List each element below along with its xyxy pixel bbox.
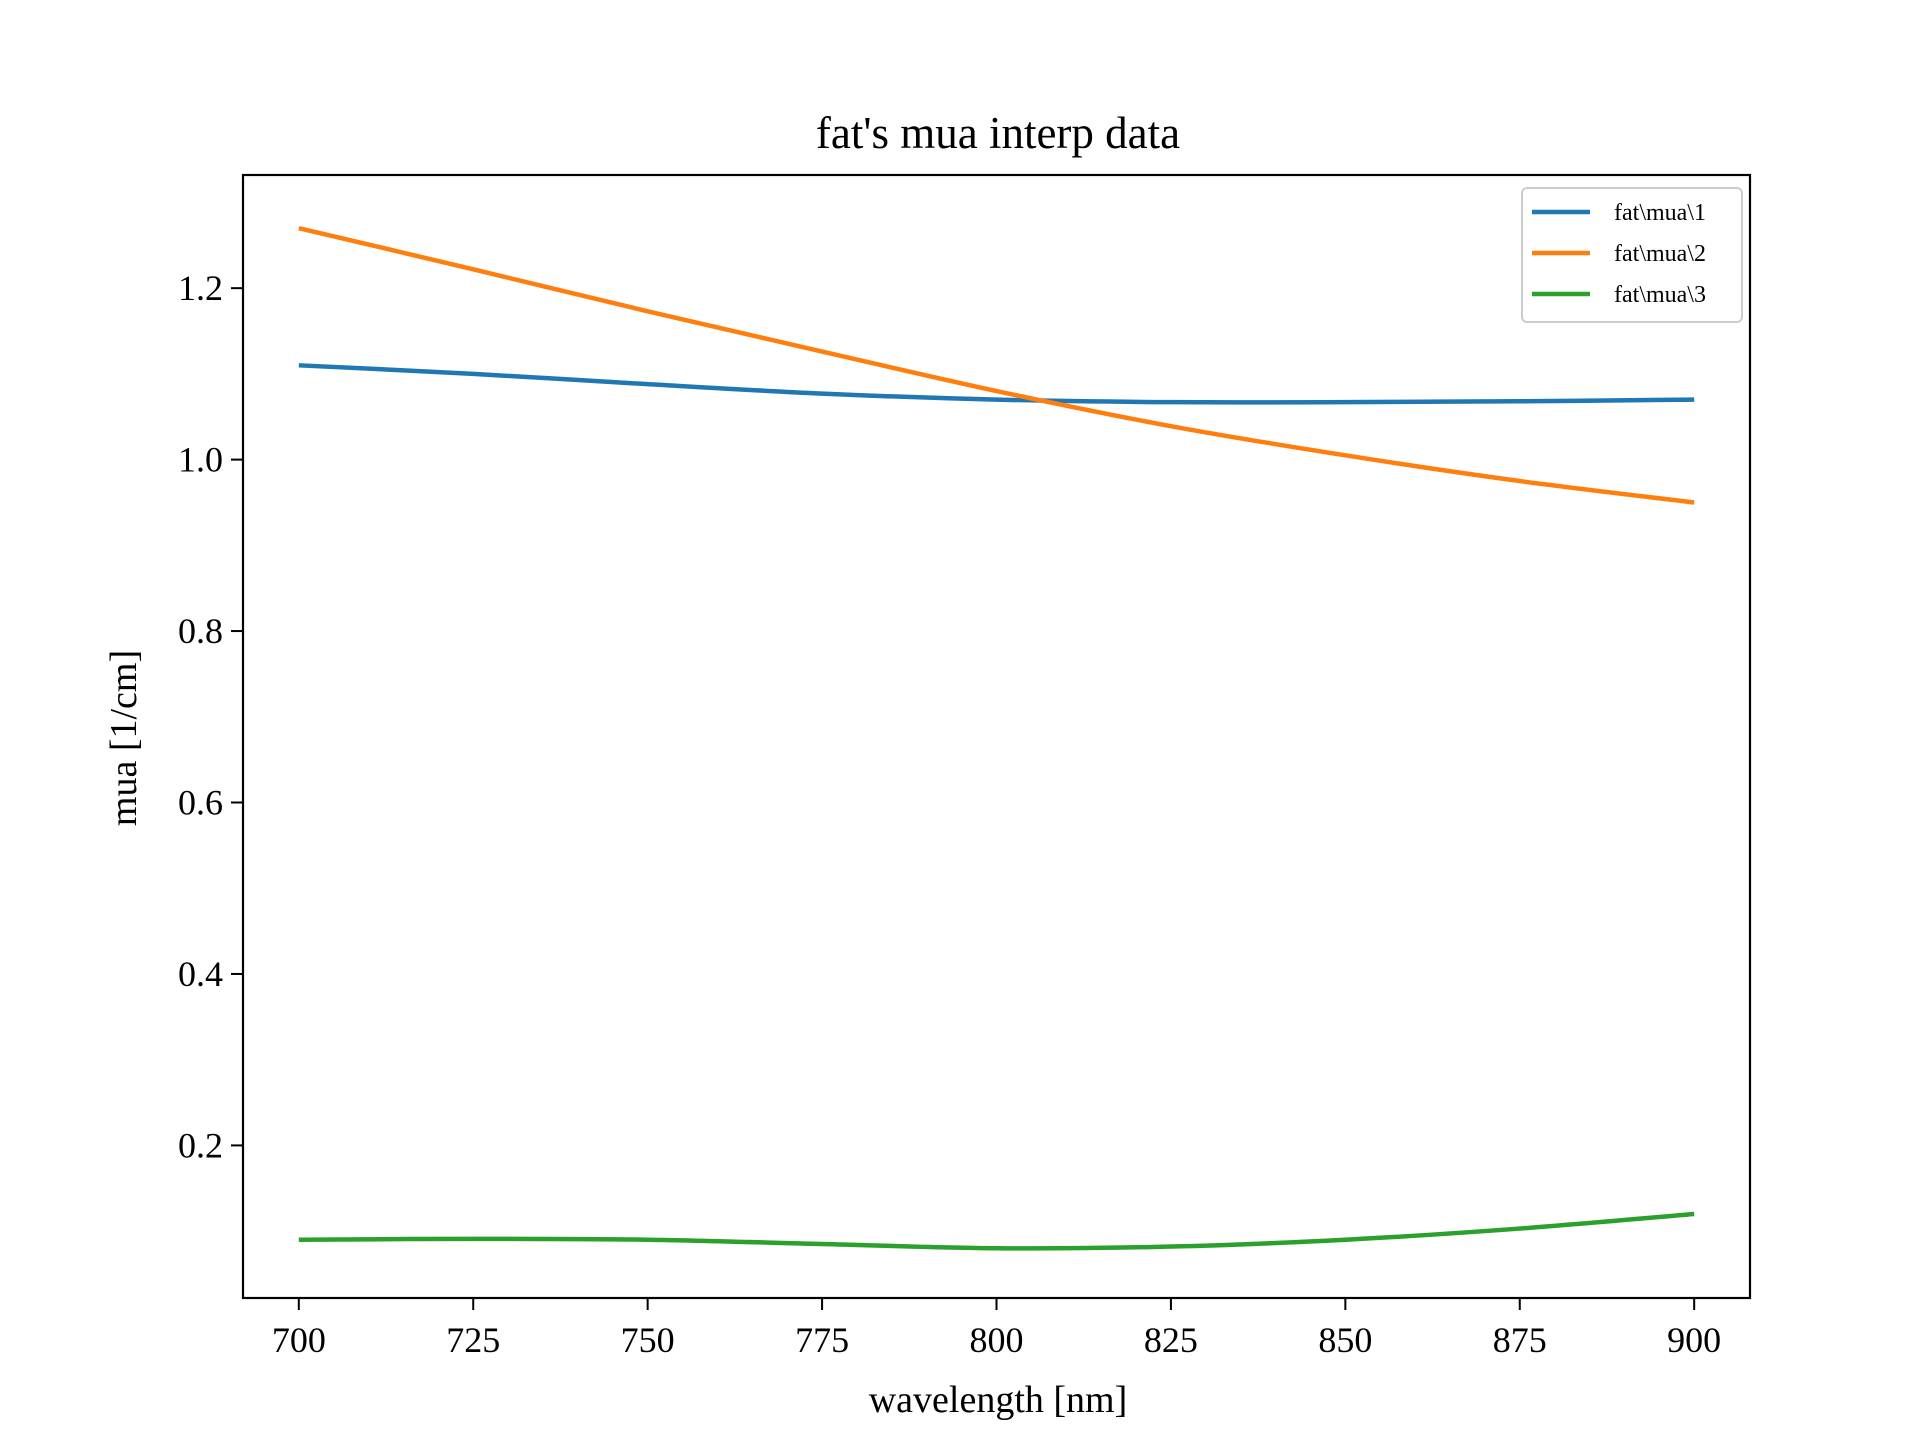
x-tick-label: 800 bbox=[970, 1320, 1024, 1360]
axes-frame bbox=[241, 173, 1752, 1300]
series-line-3 bbox=[298, 1211, 1695, 1251]
y-tick-label: 1.0 bbox=[178, 440, 223, 480]
chart-title: fat's mua interp data bbox=[816, 108, 1180, 158]
x-tick-label: 700 bbox=[272, 1320, 326, 1360]
x-tick-label: 725 bbox=[446, 1320, 500, 1360]
plot-area bbox=[241, 173, 1752, 1300]
y-tick-label: 0.8 bbox=[178, 611, 223, 651]
legend-label: fat\mua\3 bbox=[1614, 282, 1706, 308]
x-tick-label: 900 bbox=[1667, 1320, 1721, 1360]
legend-box bbox=[1521, 187, 1743, 323]
y-tick-label: 1.2 bbox=[178, 268, 223, 308]
x-tick-label: 825 bbox=[1144, 1320, 1198, 1360]
x-tick-label: 775 bbox=[795, 1320, 849, 1360]
y-tick-label: 0.6 bbox=[178, 783, 223, 823]
series-layer bbox=[298, 225, 1695, 1251]
y-axis-label: mua [1/cm] bbox=[103, 650, 145, 826]
series-line-1 bbox=[298, 363, 1695, 405]
x-axis-label: wavelength [nm] bbox=[869, 1379, 1128, 1421]
x-tick-label: 850 bbox=[1318, 1320, 1372, 1360]
series-line-2 bbox=[298, 225, 1695, 505]
legend-label: fat\mua\1 bbox=[1614, 200, 1706, 226]
legend: fat\mua\1 fat\mua\2 fat\mua\3 bbox=[1521, 187, 1743, 323]
y-tick-label: 0.2 bbox=[178, 1125, 223, 1165]
legend-label: fat\mua\2 bbox=[1614, 241, 1706, 267]
x-tick-label: 875 bbox=[1493, 1320, 1547, 1360]
ticks-layer: 700 725 750 775 800 825 850 875 900 0.2 0.4 0.6 0.8 1… bbox=[178, 268, 1721, 1360]
x-tick-label: 750 bbox=[621, 1320, 675, 1360]
y-tick-label: 0.4 bbox=[178, 954, 223, 994]
